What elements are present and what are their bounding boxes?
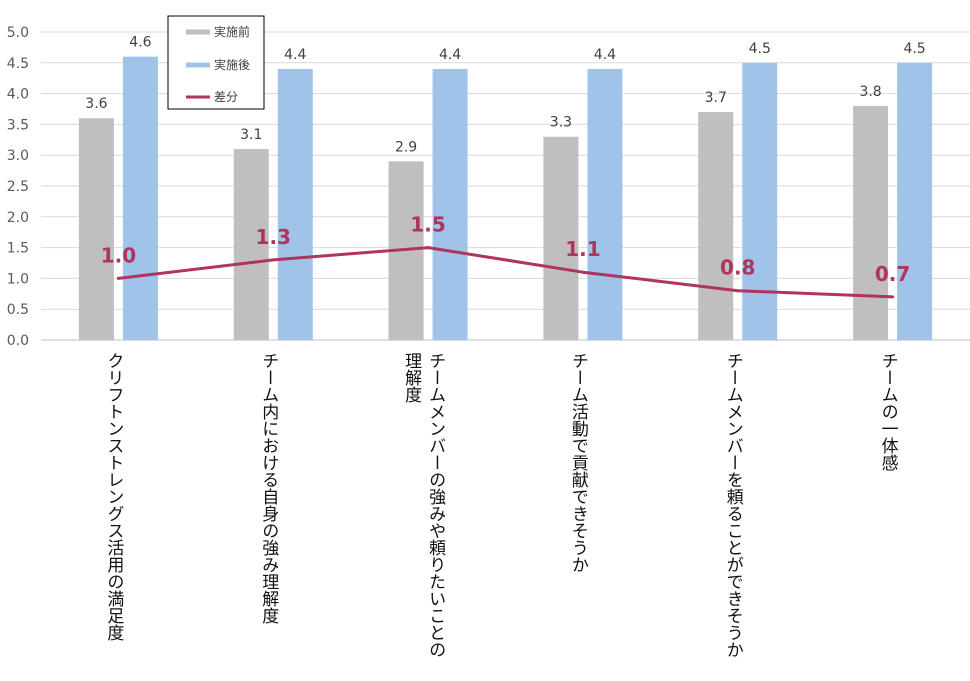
diff-point	[271, 258, 275, 262]
bars	[78, 56, 933, 341]
diff-label: 1.5	[410, 213, 445, 237]
diff-point	[891, 295, 895, 299]
y-tick-label: 4.5	[7, 56, 29, 72]
y-tick-label: 0.5	[7, 302, 29, 318]
x-category-label: チームの一体感	[877, 352, 898, 471]
bar-after	[432, 68, 468, 341]
y-axis: 0.0 0.5 1.0 1.5 2.0 2.5 3.0 3.5 4.0 4.5 5.0	[7, 25, 29, 349]
diff-line	[118, 246, 893, 299]
data-labels: 3.6 4.6 3.1 4.4 2.9 4.4 3.3 4.4 3.7 4.5 3.8 4.5 1.0 1…	[85, 35, 925, 286]
y-tick-label: 2.0	[7, 210, 29, 226]
bar-after-label: 4.6	[129, 35, 151, 51]
bar-before-label: 3.8	[859, 84, 881, 100]
diff-line-layer	[116, 246, 895, 299]
diff-label: 0.7	[875, 262, 910, 286]
bar-after	[277, 68, 313, 341]
y-tick-label: 3.5	[7, 117, 29, 133]
x-category-label: クリフトンストレングス活用の満足度	[103, 352, 124, 641]
diff-point	[581, 270, 585, 274]
bar-before-label: 3.6	[85, 96, 107, 112]
legend-label-after: 実施後	[214, 57, 250, 72]
y-tick-label: 1.5	[7, 241, 29, 257]
y-tick-label: 5.0	[7, 25, 29, 41]
diff-point	[426, 246, 430, 250]
bar-after-label: 4.4	[594, 47, 616, 63]
y-tick-label: 2.5	[7, 179, 29, 195]
bar-after-label: 4.4	[439, 47, 461, 63]
x-category-label: チーム内における自身の強み理解度	[258, 352, 279, 624]
bar-before-label: 3.7	[705, 90, 727, 106]
y-tick-label: 3.0	[7, 148, 29, 164]
bar-before	[78, 118, 114, 341]
diff-point	[116, 276, 120, 280]
legend: 実施前 実施後 差分	[167, 15, 265, 110]
diff-label: 1.3	[256, 225, 291, 249]
bar-after	[742, 62, 778, 341]
diff-label: 0.8	[720, 256, 755, 280]
y-tick-label: 1.0	[7, 271, 29, 287]
bar-before-label: 2.9	[395, 139, 417, 155]
y-tick-label: 0.0	[7, 333, 29, 349]
x-category-label: チームメンバーの強みや頼りたいことの 理解度	[401, 352, 446, 658]
bar-before	[698, 112, 734, 340]
diff-point	[736, 289, 740, 293]
legend-label-before: 実施前	[214, 24, 250, 39]
bar-before-label: 3.3	[550, 115, 572, 131]
bar-after-label: 4.5	[903, 41, 925, 57]
bar-before	[853, 105, 889, 340]
x-category-label: チームメンバーを頼ることができそうか	[722, 352, 743, 658]
bar-after	[587, 68, 623, 341]
legend-label-diff: 差分	[214, 90, 238, 104]
bar-before-label: 3.1	[240, 127, 262, 143]
bar-before	[543, 136, 579, 340]
y-tick-label: 4.0	[7, 87, 29, 103]
bar-after	[897, 62, 933, 341]
diff-label: 1.1	[565, 237, 600, 261]
bar-after	[122, 56, 158, 340]
legend-box	[167, 15, 265, 110]
bar-before	[233, 149, 269, 340]
bar-after-label: 4.4	[284, 47, 306, 63]
x-category-label: チーム活動で貢献できそうか	[567, 352, 588, 573]
bar-after-label: 4.5	[749, 41, 771, 57]
diff-label: 1.0	[101, 243, 136, 267]
